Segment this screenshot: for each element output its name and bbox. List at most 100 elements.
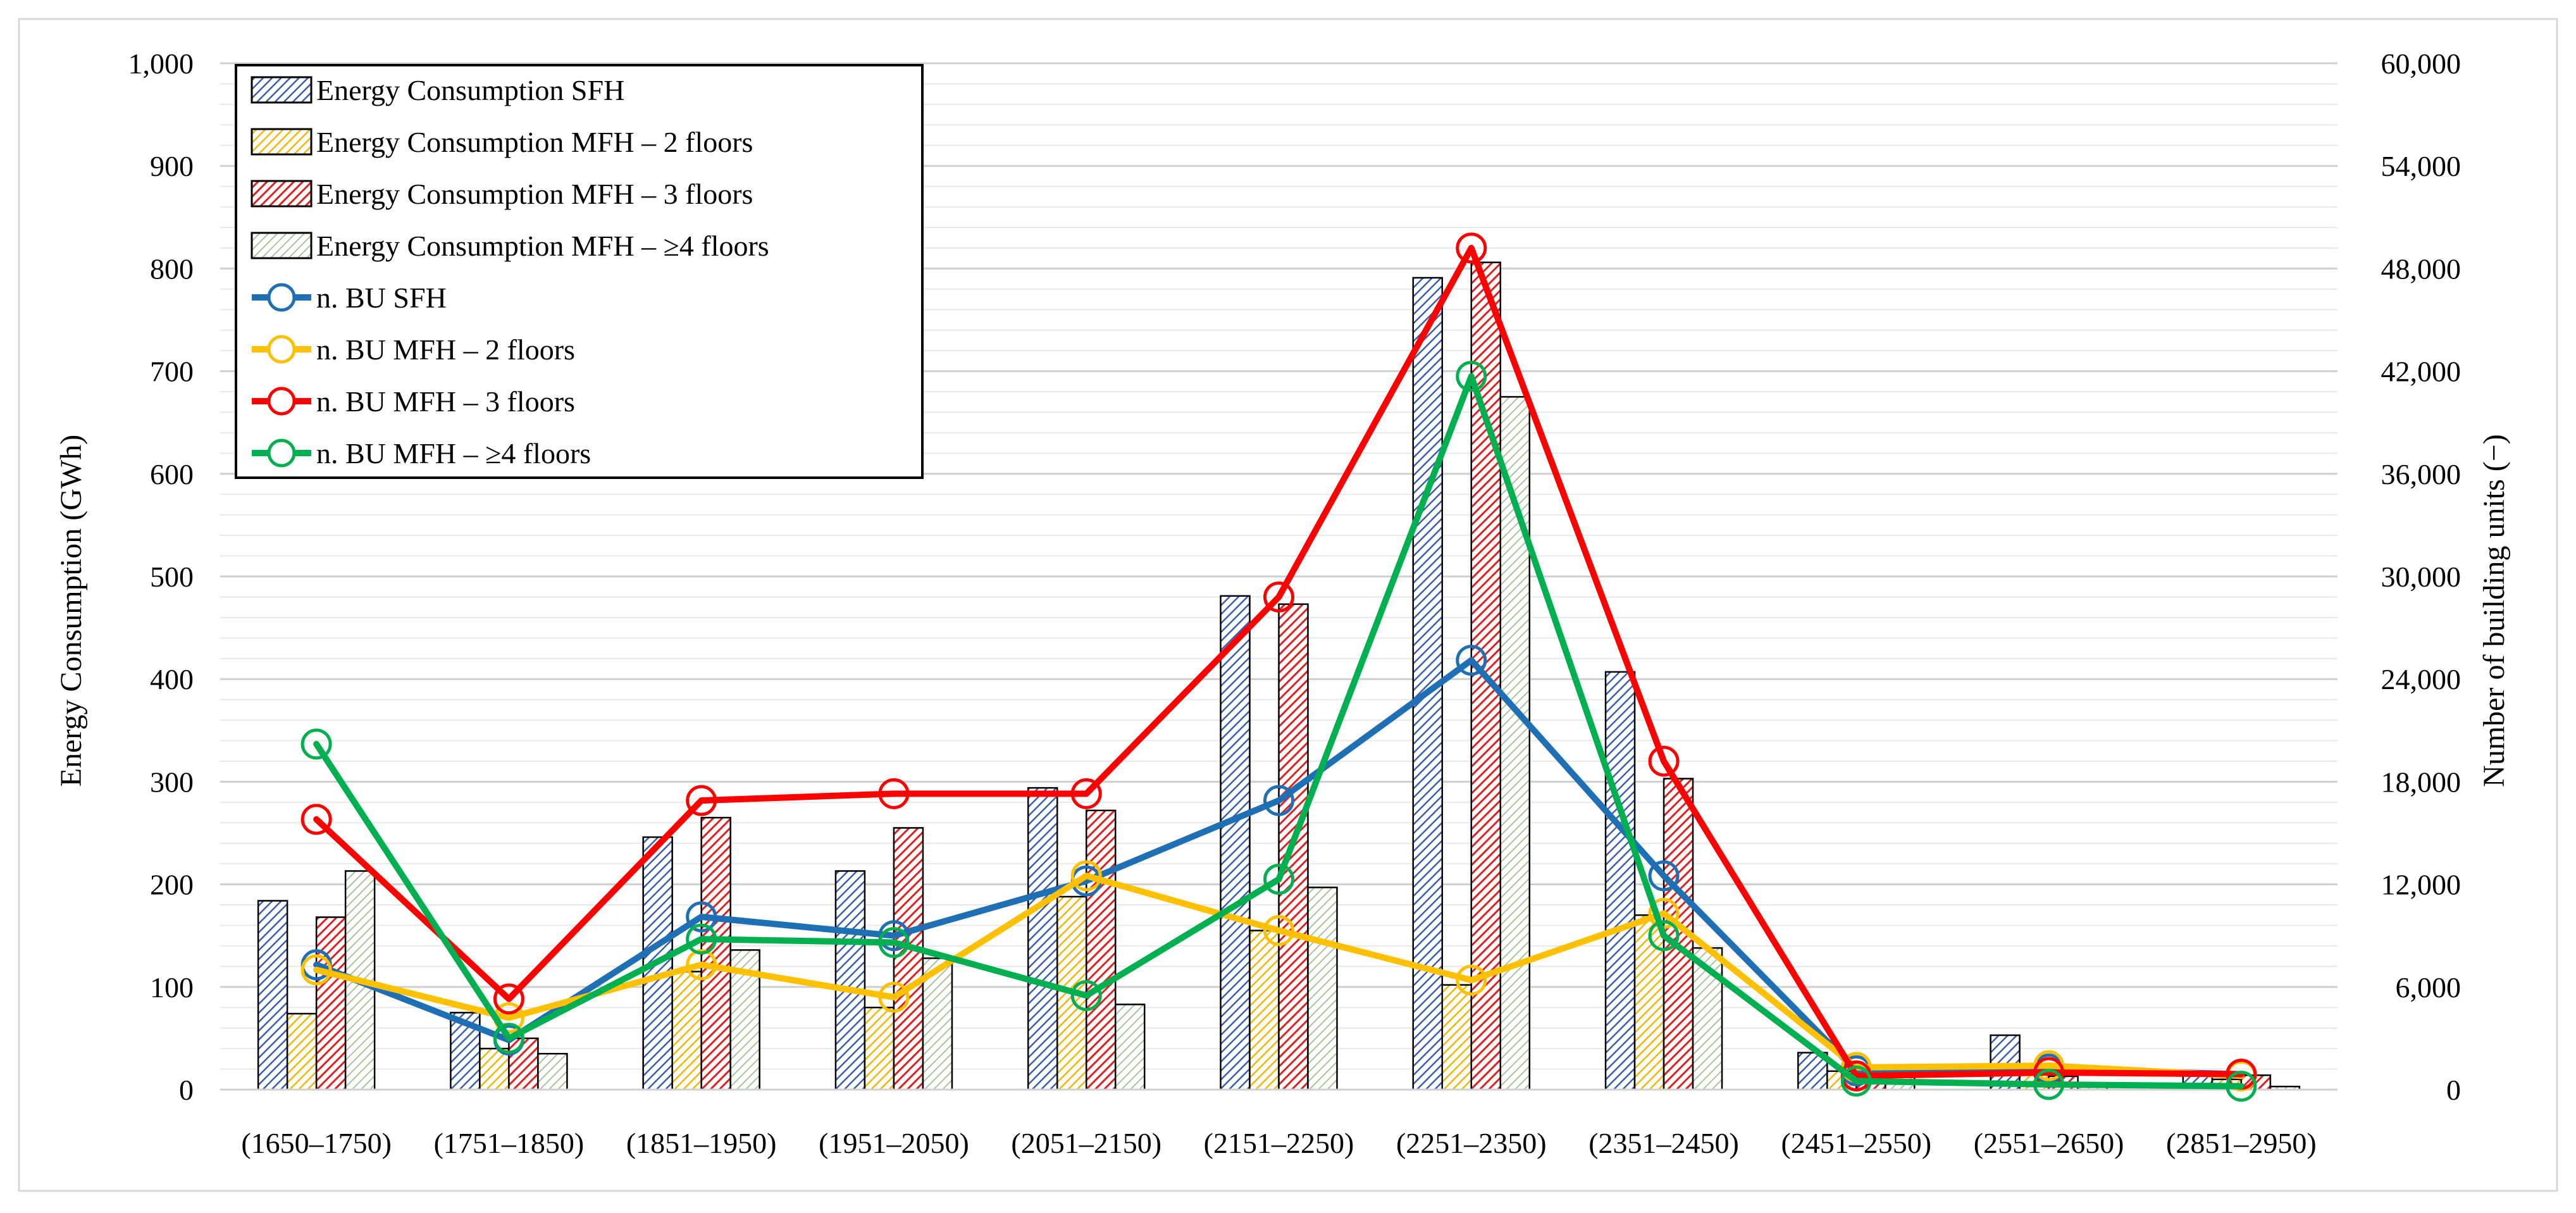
bar-red-3 <box>893 827 924 1091</box>
line-1-point-0 <box>300 954 332 986</box>
bar-yellow-0 <box>286 1012 318 1091</box>
x-tick-label: (2051–2150) <box>1011 1127 1161 1159</box>
y2-tick-label: 42,000 <box>2381 356 2461 388</box>
x-tick-label: (2551–2650) <box>1974 1127 2124 1159</box>
bar-yellow-3 <box>864 1006 895 1091</box>
x-tick-label: (2851–2950) <box>2166 1127 2317 1159</box>
y2-tick-label: 12,000 <box>2381 869 2461 901</box>
line-2-point-3 <box>878 778 910 809</box>
line-3-point-3 <box>878 927 910 959</box>
y2-tick-label: 6,000 <box>2396 971 2461 1004</box>
line-2-point-7 <box>1648 745 1680 777</box>
legend-label: Energy Consumption MFH – 3 floors <box>316 178 753 210</box>
y2-axis-ticks: 0 6,000 12,000 18,000 24,000 30,000 36,000 42,0… <box>2381 47 2461 1106</box>
line-series-0 <box>313 657 2245 1078</box>
line-2-point-4 <box>1070 778 1102 809</box>
y-axis-label: Energy Consumption (GWh) <box>54 435 88 787</box>
line-3-point-5 <box>1263 863 1294 895</box>
y2-axis-label: Number of building units (−) <box>2477 434 2511 787</box>
y-tick-label: 100 <box>150 971 194 1004</box>
line-1-point-2 <box>686 949 717 981</box>
legend-label: Energy Consumption SFH <box>316 74 624 106</box>
legend-marker <box>267 439 296 468</box>
x-tick-label: (1650–1750) <box>241 1127 392 1159</box>
bar-red-0 <box>315 916 347 1091</box>
line-1-point-9 <box>2033 1050 2065 1081</box>
y-tick-label: 0 <box>179 1074 194 1106</box>
line-2-point-5 <box>1263 581 1294 613</box>
y2-tick-label: 54,000 <box>2381 150 2461 182</box>
line-1-point-3 <box>878 981 910 1013</box>
line-2-point-6 <box>1456 232 1487 264</box>
legend-label: n. BU SFH <box>316 282 447 314</box>
legend-label: n. BU MFH – 3 floors <box>316 385 575 418</box>
y2-tick-label: 18,000 <box>2381 766 2461 798</box>
line-1-point-6 <box>1456 964 1487 996</box>
y2-tick-label: 48,000 <box>2381 252 2461 285</box>
line-1-point-4 <box>1070 860 1102 892</box>
bar-blue-5 <box>1220 595 1251 1091</box>
x-tick-label: (1951–2050) <box>819 1127 969 1159</box>
line-0-point-6 <box>1456 644 1487 676</box>
y-tick-label: 700 <box>150 356 194 388</box>
legend-label: n. BU MFH – ≥4 floors <box>316 437 591 470</box>
y-axis-ticks: 0 100 200 300 400 500 600 700 800 900 1,000 <box>128 47 194 1106</box>
legend-box <box>235 64 924 479</box>
y-tick-label: 900 <box>150 150 194 182</box>
bar-yellow-7 <box>1633 914 1665 1091</box>
bar-blue-7 <box>1604 671 1636 1091</box>
bar-red-1 <box>508 1037 539 1091</box>
x-tick-label: (2351–2450) <box>1588 1127 1739 1159</box>
lines <box>300 232 2257 1102</box>
y-tick-label: 1,000 <box>128 47 194 80</box>
y-tick-label: 300 <box>150 766 194 798</box>
line-3-point-8 <box>1840 1065 1872 1097</box>
y2-tick-label: 30,000 <box>2381 561 2461 593</box>
bar-yellow-6 <box>1441 984 1473 1091</box>
line-2-point-0 <box>300 804 332 835</box>
legend-swatch-red <box>251 180 313 208</box>
legend-marker <box>267 283 296 312</box>
bar-green-5 <box>1307 886 1338 1091</box>
x-tick-label: (2151–2250) <box>1204 1127 1354 1159</box>
y-tick-label: 500 <box>150 561 194 593</box>
y2-tick-label: 24,000 <box>2381 663 2461 695</box>
line-series-2 <box>313 244 2245 1079</box>
legend-label: Energy Consumption MFH – ≥4 floors <box>316 230 769 262</box>
legend-swatch-blue <box>251 76 313 104</box>
line-2-point-2 <box>686 785 717 816</box>
legend: Energy Consumption SFH Energy Consumption… <box>235 64 924 479</box>
bar-green-3 <box>922 957 953 1091</box>
line-0-point-7 <box>1648 860 1680 892</box>
y2-tick-label: 36,000 <box>2381 458 2461 490</box>
line-3-point-9 <box>2033 1069 2065 1100</box>
legend-marker <box>267 335 296 364</box>
line-0-point-2 <box>686 901 717 933</box>
bar-blue-4 <box>1027 787 1058 1091</box>
line-3-point-4 <box>1070 980 1102 1011</box>
bar-green-1 <box>537 1052 568 1091</box>
x-tick-label: (2251–2350) <box>1396 1127 1547 1159</box>
x-tick-label: (2451–2550) <box>1781 1127 1931 1159</box>
legend-swatch-green <box>251 232 313 259</box>
line-3-point-10 <box>2226 1071 2257 1102</box>
legend-label: n. BU MFH – 2 floors <box>316 333 575 366</box>
y-tick-label: 400 <box>150 663 194 695</box>
bar-blue-0 <box>257 900 288 1091</box>
bar-yellow-2 <box>671 971 702 1091</box>
x-axis-ticks: (1650–1750) (1751–1850) (1851–1950) (1951–2… <box>241 1127 2316 1159</box>
line-series-1 <box>313 873 2245 1079</box>
bar-blue-3 <box>834 870 866 1091</box>
y2-tick-label: 60,000 <box>2381 47 2461 80</box>
y-tick-label: 800 <box>150 252 194 285</box>
line-2-point-1 <box>493 983 524 1015</box>
line-3-point-1 <box>493 1023 524 1054</box>
x-tick-label: (1851–1950) <box>626 1127 777 1159</box>
line-0-point-3 <box>878 920 910 952</box>
y-tick-label: 600 <box>150 458 194 490</box>
line-3-point-6 <box>1456 361 1487 392</box>
line-1-point-5 <box>1263 915 1294 947</box>
x-tick-label: (1751–1850) <box>434 1127 585 1159</box>
